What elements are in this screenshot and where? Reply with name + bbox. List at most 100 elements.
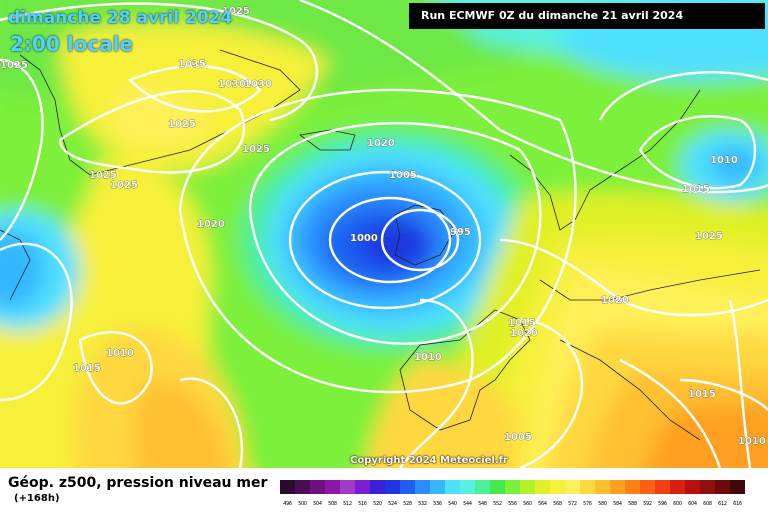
legend-swatch (460, 480, 475, 494)
legend-label: 496 (283, 501, 292, 507)
isobar-label: 1015 (688, 389, 716, 400)
isobar-label: 1020 (197, 219, 225, 230)
legend-label: 564 (538, 501, 547, 507)
legend-label: 604 (688, 501, 697, 507)
isobar-label: 1025 (695, 231, 723, 242)
legend-swatch (340, 480, 355, 494)
legend-swatch (685, 480, 700, 494)
legend-label: 592 (643, 501, 652, 507)
legend-label: 524 (388, 501, 397, 507)
legend-label: 544 (463, 501, 472, 507)
geopotential-field (0, 0, 768, 468)
legend-swatch (670, 480, 685, 494)
legend-swatch (520, 480, 535, 494)
legend-swatch (565, 480, 580, 494)
legend-swatch (490, 480, 505, 494)
map-canvas: 1025 1025 1035 1030 1030 1025 1025 1025 … (0, 0, 768, 468)
isobar-label: 1010 (738, 436, 766, 447)
isobar-label: 1035 (178, 59, 206, 70)
isobar-label: 1020 (510, 328, 538, 339)
legend-swatch (535, 480, 550, 494)
legend-label: 512 (343, 501, 352, 507)
legend-swatch (310, 480, 325, 494)
legend-label: 616 (733, 501, 742, 507)
legend-swatch (550, 480, 565, 494)
legend-swatch (730, 480, 745, 494)
legend-swatch (640, 480, 655, 494)
legend-swatch (505, 480, 520, 494)
legend-label: 576 (583, 501, 592, 507)
map-title: Géop. z500, pression niveau mer (8, 475, 268, 491)
legend-swatch (325, 480, 340, 494)
isobar-label: 1025 (168, 119, 196, 130)
color-legend (280, 480, 745, 494)
isobar-label: 1020 (601, 295, 629, 306)
forecast-hour: 2:00 locale (10, 32, 134, 56)
legend-swatch (385, 480, 400, 494)
isobar-label: 1025 (0, 60, 28, 71)
legend-swatch (700, 480, 715, 494)
legend-label: 500 (298, 501, 307, 507)
isobar-labels: 1025 1025 1035 1030 1030 1025 1025 1025 … (0, 6, 766, 448)
legend-swatch (445, 480, 460, 494)
legend-swatch (370, 480, 385, 494)
isobar-label: 1025 (222, 6, 250, 17)
isobar-label: 1010 (106, 348, 134, 359)
isobar-label: 1030 (244, 79, 272, 90)
legend-label: 508 (328, 501, 337, 507)
isobar-label: 1005 (389, 170, 417, 181)
legend-label: 552 (493, 501, 502, 507)
isobar-label: 995 (450, 227, 471, 238)
legend-swatch (400, 480, 415, 494)
coastlines (0, 49, 761, 441)
run-info: Run ECMWF 0Z du dimanche 21 avril 2024 (409, 3, 765, 29)
legend-swatch (580, 480, 595, 494)
legend-label: 596 (658, 501, 667, 507)
isobar-label: 1020 (367, 138, 395, 149)
legend-swatch (655, 480, 670, 494)
legend-label: 556 (508, 501, 517, 507)
legend-labels: 496 500 504 508 512 516 520 524 528 532 536 540 544 5… (280, 501, 745, 507)
weather-map: 1025 1025 1035 1030 1030 1025 1025 1025 … (0, 0, 768, 468)
legend-swatch (475, 480, 490, 494)
legend-swatch (280, 480, 295, 494)
legend-label: 588 (628, 501, 637, 507)
legend-label: 560 (523, 501, 532, 507)
legend-label: 584 (613, 501, 622, 507)
copyright: Copyright 2024 Meteociel.fr (350, 455, 508, 466)
footer: Géop. z500, pression niveau mer (+168h) … (0, 468, 768, 512)
legend-swatch (295, 480, 310, 494)
legend-swatch (415, 480, 430, 494)
legend-label: 504 (313, 501, 322, 507)
legend-label: 516 (358, 501, 367, 507)
isobar-label: 1025 (89, 170, 117, 181)
legend-swatch (355, 480, 370, 494)
isobar-label: 1025 (110, 180, 138, 191)
isobar-label: 1015 (73, 363, 101, 374)
legend-label: 540 (448, 501, 457, 507)
legend-label: 572 (568, 501, 577, 507)
legend-label: 580 (598, 501, 607, 507)
isobar-label: 1010 (710, 155, 738, 166)
legend-swatch (595, 480, 610, 494)
isobar-label: 1000 (350, 233, 378, 244)
legend-label: 548 (478, 501, 487, 507)
legend-label: 536 (433, 501, 442, 507)
legend-label: 528 (403, 501, 412, 507)
legend-label: 600 (673, 501, 682, 507)
legend-label: 568 (553, 501, 562, 507)
isobar-label: 1030 (218, 79, 246, 90)
isobar-label: 1005 (504, 432, 532, 443)
legend-label: 608 (703, 501, 712, 507)
isobar-label: 1025 (242, 144, 270, 155)
legend-swatch (430, 480, 445, 494)
isobar-label: 1015 (682, 184, 710, 195)
isobar-lines (0, 0, 768, 468)
forecast-lead-time: (+168h) (14, 493, 60, 504)
forecast-date: dimanche 28 avril 2024 (8, 8, 233, 28)
legend-label: 520 (373, 501, 382, 507)
legend-swatch (610, 480, 625, 494)
isobar-label: 1010 (414, 352, 442, 363)
legend-swatch (715, 480, 730, 494)
legend-label: 532 (418, 501, 427, 507)
